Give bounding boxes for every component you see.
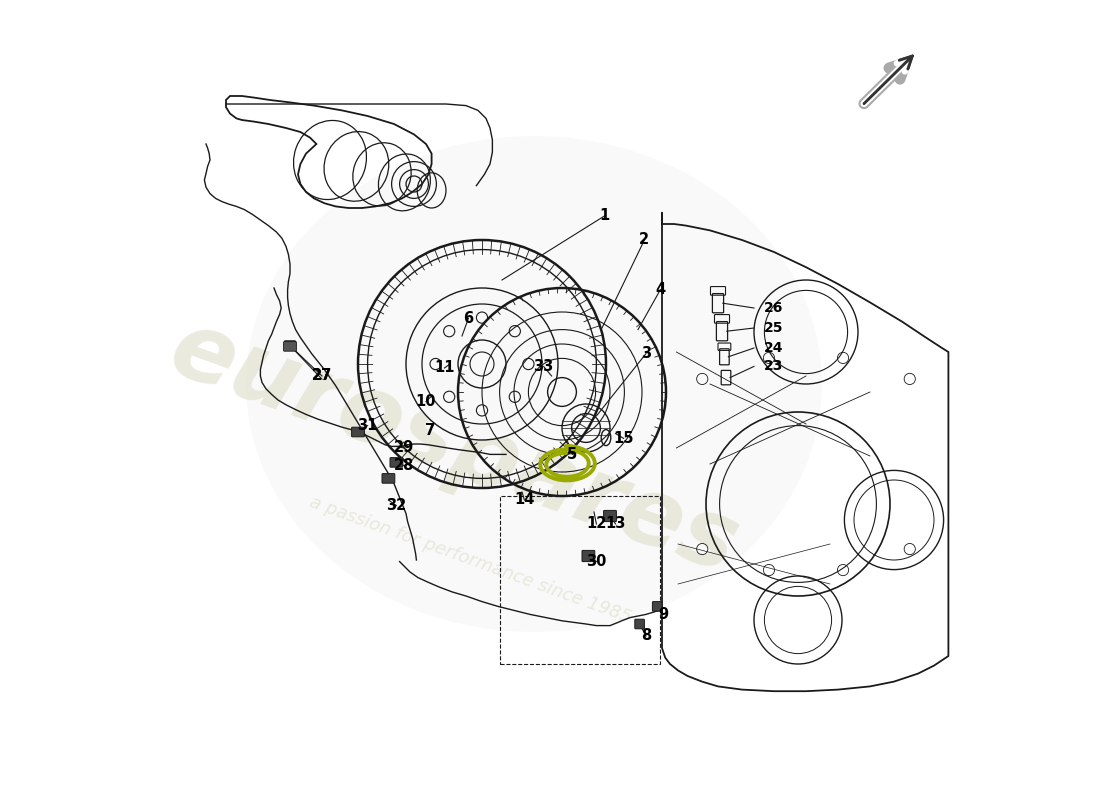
FancyBboxPatch shape bbox=[352, 427, 364, 437]
FancyBboxPatch shape bbox=[382, 474, 395, 483]
Text: 11: 11 bbox=[434, 361, 454, 375]
FancyBboxPatch shape bbox=[635, 619, 645, 629]
Text: 23: 23 bbox=[763, 359, 783, 374]
Ellipse shape bbox=[246, 136, 822, 632]
Text: 29: 29 bbox=[394, 441, 415, 455]
Text: 32: 32 bbox=[386, 498, 407, 513]
Text: 24: 24 bbox=[763, 341, 783, 355]
FancyBboxPatch shape bbox=[582, 550, 595, 562]
Text: a passion for performance since 1985: a passion for performance since 1985 bbox=[307, 493, 634, 627]
Text: eurospares: eurospares bbox=[157, 302, 750, 594]
Text: 27: 27 bbox=[312, 369, 332, 383]
FancyBboxPatch shape bbox=[652, 602, 662, 611]
Text: 31: 31 bbox=[358, 418, 377, 433]
Text: 2: 2 bbox=[639, 233, 649, 247]
Text: 10: 10 bbox=[416, 394, 437, 409]
Text: 26: 26 bbox=[763, 301, 783, 315]
Text: 14: 14 bbox=[514, 493, 535, 507]
Text: 6: 6 bbox=[463, 311, 473, 326]
Text: 13: 13 bbox=[605, 517, 626, 531]
Text: 3: 3 bbox=[641, 346, 651, 361]
Text: 5: 5 bbox=[568, 447, 578, 462]
Text: 28: 28 bbox=[394, 458, 415, 473]
Text: 25: 25 bbox=[763, 321, 783, 335]
Text: 8: 8 bbox=[641, 629, 651, 643]
Text: 7: 7 bbox=[425, 423, 436, 438]
Text: 27: 27 bbox=[312, 369, 332, 383]
Text: 4: 4 bbox=[656, 282, 666, 297]
FancyBboxPatch shape bbox=[284, 342, 296, 351]
Text: 15: 15 bbox=[614, 431, 634, 446]
Circle shape bbox=[406, 288, 558, 440]
Text: 12: 12 bbox=[586, 517, 606, 531]
FancyBboxPatch shape bbox=[285, 341, 296, 350]
Text: 30: 30 bbox=[586, 554, 606, 569]
Text: 9: 9 bbox=[659, 607, 669, 622]
Text: 1: 1 bbox=[600, 209, 609, 223]
Text: 33: 33 bbox=[534, 359, 553, 374]
Bar bbox=[500, 496, 660, 664]
FancyBboxPatch shape bbox=[604, 510, 616, 522]
FancyBboxPatch shape bbox=[390, 458, 403, 467]
